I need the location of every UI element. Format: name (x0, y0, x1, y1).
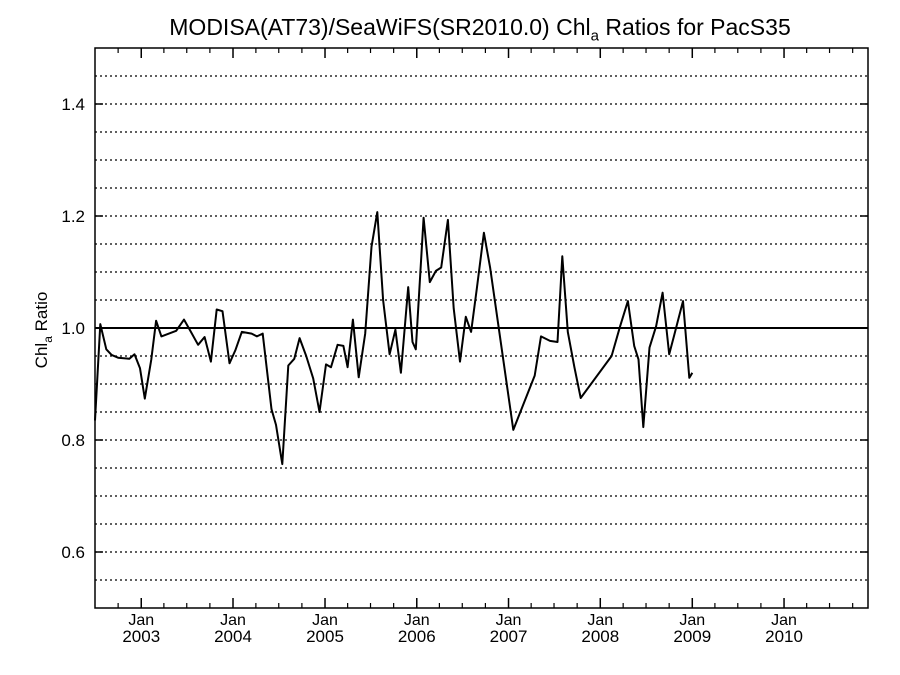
y-axis-label: Chla Ratio (32, 292, 55, 369)
x-tick-label-year: 2005 (306, 627, 344, 646)
x-axis: Jan2003Jan2004Jan2005Jan2006Jan2007Jan20… (117, 48, 854, 646)
x-tick-label-month: Jan (128, 612, 154, 629)
x-tick-label-year: 2003 (122, 627, 160, 646)
chart-title: MODISA(AT73)/SeaWiFS(SR2010.0) Chla Rati… (169, 14, 791, 45)
x-tick-label-month: Jan (679, 612, 705, 629)
x-tick-label-month: Jan (771, 612, 797, 629)
x-tick-label-year: 2006 (398, 627, 436, 646)
series-line (94, 211, 694, 466)
x-tick-label-year: 2010 (765, 627, 803, 646)
y-tick-label: 1.2 (61, 207, 85, 226)
x-tick-label-year: 2004 (214, 627, 252, 646)
x-tick-label-year: 2007 (490, 627, 528, 646)
x-tick-label-month: Jan (404, 612, 430, 629)
y-tick-label: 0.8 (61, 431, 85, 450)
y-tick-label: 0.6 (61, 543, 85, 562)
grid-lines (95, 75, 868, 581)
x-tick-label-year: 2009 (673, 627, 711, 646)
x-tick-label-month: Jan (587, 612, 613, 629)
x-tick-label-year: 2008 (581, 627, 619, 646)
y-tick-label: 1.4 (61, 95, 85, 114)
x-tick-label-month: Jan (496, 612, 522, 629)
x-tick-label-month: Jan (220, 612, 246, 629)
y-tick-label: 1.0 (61, 319, 85, 338)
x-tick-label-month: Jan (312, 612, 338, 629)
y-axis: 0.6 0.8 1.0 1.2 1.4 (61, 95, 868, 562)
